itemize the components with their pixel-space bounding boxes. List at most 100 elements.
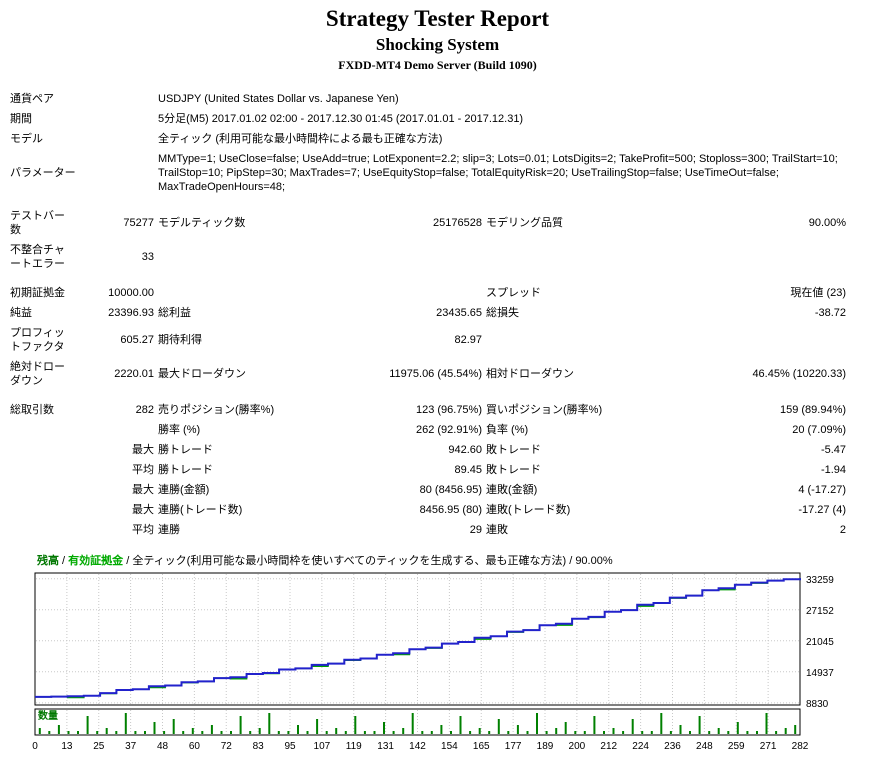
stat-value bbox=[76, 420, 156, 440]
svg-text:27152: 27152 bbox=[806, 606, 834, 617]
svg-text:13: 13 bbox=[61, 741, 73, 752]
stat-label: 連勝(トレード数) bbox=[158, 504, 243, 516]
stat-row: プロフィットファクタ 605.27 期待利得 82.97 bbox=[8, 323, 848, 357]
stat-label: 連敗(トレード数) bbox=[486, 504, 571, 516]
spacer-cell bbox=[8, 197, 848, 206]
svg-text:83: 83 bbox=[253, 741, 265, 752]
stat-label: 負率 (%) bbox=[486, 424, 529, 436]
stat-value: 2220.01 bbox=[114, 368, 154, 380]
stat-row: 最大 連勝(金額) 80 (8456.95) 連敗(金額) 4 (-17.27) bbox=[8, 480, 848, 500]
svg-text:271: 271 bbox=[760, 741, 777, 752]
spacer-row bbox=[8, 274, 848, 283]
stat-label: モデリング品質 bbox=[486, 217, 563, 229]
balance-line bbox=[35, 578, 801, 698]
stat-value: 20 (7.09%) bbox=[792, 424, 847, 436]
stat-value: -38.72 bbox=[814, 307, 847, 319]
stat-value bbox=[674, 240, 848, 274]
legend-separator: / bbox=[566, 555, 576, 567]
row-value: 全ティック (利用可能な最小時間枠による最も正確な方法) bbox=[158, 133, 443, 145]
info-row: モデル 全ティック (利用可能な最小時間枠による最も正確な方法) bbox=[8, 129, 848, 149]
stat-row: 純益 23396.93 総利益 23435.65 総損失 -38.72 bbox=[8, 303, 848, 323]
stat-label: 相対ドローダウン bbox=[486, 368, 574, 380]
chart-legend: 残高 / 有効証拠金 / 全ティック(利用可能な最小時間枠を使いすべてのティック… bbox=[37, 552, 875, 568]
stat-label bbox=[156, 240, 349, 274]
stat-value: 8456.95 (80) bbox=[419, 504, 482, 516]
stat-label bbox=[8, 480, 76, 500]
stat-label: 敗トレード bbox=[486, 464, 541, 476]
stat-row: 平均 連勝 29 連敗 2 bbox=[8, 520, 848, 540]
stat-label: 連勝(金額) bbox=[158, 484, 210, 496]
stat-value: 123 (96.75%) bbox=[415, 404, 482, 416]
volume-bars bbox=[38, 713, 797, 734]
stat-label bbox=[8, 420, 76, 440]
legend-separator: / bbox=[59, 555, 69, 567]
svg-text:0: 0 bbox=[32, 741, 38, 752]
stat-label: 純益 bbox=[10, 307, 32, 319]
svg-text:236: 236 bbox=[664, 741, 681, 752]
stat-value: -5.47 bbox=[820, 444, 847, 456]
legend-quality: 90.00% bbox=[575, 555, 613, 567]
legend-equity-label: 有効証拠金 bbox=[68, 555, 124, 567]
stat-label: 連敗(金額) bbox=[486, 484, 538, 496]
grid-lines bbox=[36, 574, 799, 734]
legend-separator: / bbox=[123, 555, 133, 567]
stat-label bbox=[484, 323, 674, 357]
stat-label: 勝トレード bbox=[158, 464, 213, 476]
stat-value: -1.94 bbox=[820, 464, 847, 476]
row-label: 期間 bbox=[10, 113, 32, 125]
stat-value: 75277 bbox=[123, 217, 154, 229]
svg-text:177: 177 bbox=[505, 741, 522, 752]
svg-text:21045: 21045 bbox=[806, 637, 834, 648]
stat-label bbox=[8, 460, 76, 480]
row-label: モデル bbox=[10, 133, 43, 145]
svg-text:224: 224 bbox=[632, 741, 649, 752]
legend-balance-label: 残高 bbox=[37, 555, 59, 567]
stat-value: 10000.00 bbox=[108, 287, 154, 299]
legend-model-note: 全ティック(利用可能な最小時間枠を使いすべてのティックを生成する、最も正確な方法… bbox=[132, 555, 567, 567]
svg-text:189: 189 bbox=[537, 741, 554, 752]
svg-text:33259: 33259 bbox=[806, 575, 834, 586]
stat-value: 最大 bbox=[132, 504, 154, 516]
stat-value: 23435.65 bbox=[436, 307, 482, 319]
stat-row: 平均 勝トレード 89.45 敗トレード -1.94 bbox=[8, 460, 848, 480]
stat-label: 総取引数 bbox=[10, 404, 54, 416]
stat-label: テストバー数 bbox=[10, 210, 65, 236]
svg-text:200: 200 bbox=[569, 741, 586, 752]
svg-text:154: 154 bbox=[441, 741, 458, 752]
svg-text:14937: 14937 bbox=[806, 668, 834, 679]
stat-value: 23396.93 bbox=[108, 307, 154, 319]
server-build: FXDD-MT4 Demo Server (Build 1090) bbox=[338, 58, 537, 72]
spacer-row bbox=[8, 391, 848, 400]
stat-value: 29 bbox=[469, 524, 482, 536]
stat-value: 平均 bbox=[132, 524, 154, 536]
stat-label: 敗トレード bbox=[486, 444, 541, 456]
stat-label: 絶対ドローダウン bbox=[10, 361, 65, 387]
stat-row: 絶対ドローダウン 2220.01 最大ドローダウン 11975.06 (45.54%)… bbox=[8, 357, 848, 391]
svg-text:107: 107 bbox=[314, 741, 331, 752]
spacer-cell bbox=[8, 391, 848, 400]
info-row: 通貨ペア USDJPY (United States Dollar vs. Jap… bbox=[8, 89, 848, 109]
balance-chart-block: 残高 / 有効証拠金 / 全ティック(利用可能な最小時間枠を使いすべてのティック… bbox=[0, 552, 875, 761]
stat-value: 最大 bbox=[132, 444, 154, 456]
spacer-row bbox=[8, 197, 848, 206]
balance-chart-svg: 33259 27152 21045 14937 8830 0 13 25 37 48 60 72 83 9… bbox=[32, 572, 834, 752]
svg-text:131: 131 bbox=[377, 741, 394, 752]
stat-value bbox=[349, 283, 484, 303]
stat-value: 82.97 bbox=[454, 334, 482, 346]
stat-value: 11975.06 (45.54%) bbox=[389, 368, 482, 380]
stat-label bbox=[8, 500, 76, 520]
stat-value: 平均 bbox=[132, 464, 154, 476]
stat-value: 942.60 bbox=[448, 444, 482, 456]
stat-label: 連勝 bbox=[158, 524, 180, 536]
stat-row: 最大 連勝(トレード数) 8456.95 (80) 連敗(トレード数) -17.27 (… bbox=[8, 500, 848, 520]
stat-label: 勝トレード bbox=[158, 444, 213, 456]
stat-label: 売りポジション(勝率%) bbox=[158, 404, 275, 416]
stat-label: モデルティック数 bbox=[158, 217, 246, 229]
stat-value: 33 bbox=[141, 251, 154, 263]
x-axis-labels: 0 13 25 37 48 60 72 83 95 107 119 131 142 154 165 177 18… bbox=[32, 741, 809, 752]
stat-value: 282 bbox=[135, 404, 154, 416]
stat-label: スプレッド bbox=[486, 287, 541, 299]
svg-text:72: 72 bbox=[221, 741, 233, 752]
svg-text:248: 248 bbox=[696, 741, 713, 752]
stat-row: 不整合チャートエラー 33 bbox=[8, 240, 848, 274]
